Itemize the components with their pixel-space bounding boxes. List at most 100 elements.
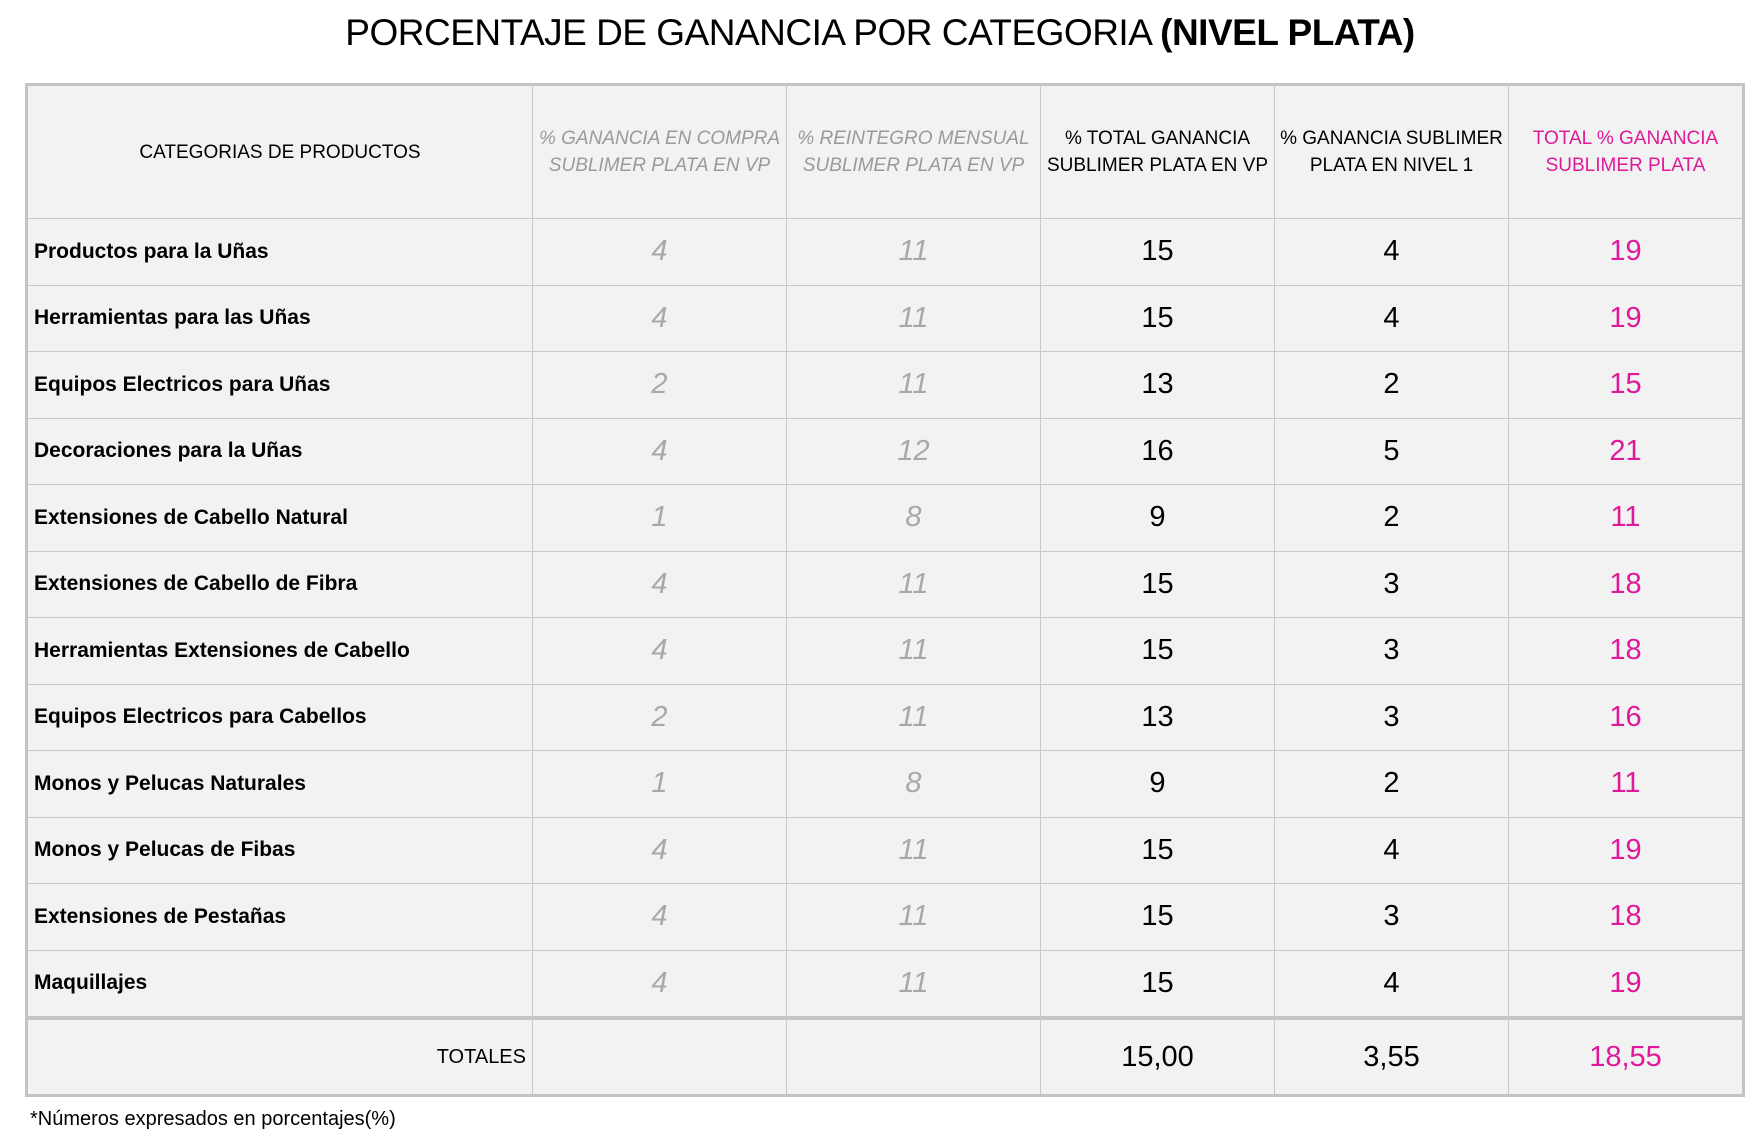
value-cell: 11 xyxy=(786,617,1041,685)
category-cell: Monos y Pelucas Naturales xyxy=(26,750,533,818)
category-cell: Extensiones de Cabello Natural xyxy=(26,484,533,552)
category-cell: Decoraciones para la Uñas xyxy=(26,417,533,485)
page-title: PORCENTAJE DE GANANCIA POR CATEGORIA (NI… xyxy=(0,12,1760,54)
title-text: PORCENTAJE DE GANANCIA POR CATEGORIA xyxy=(345,12,1151,53)
value-cell: 15 xyxy=(1040,218,1275,286)
column-header: % REINTEGRO MENSUAL SUBLIMER PLATA EN VP xyxy=(786,84,1041,219)
value-cell: 2 xyxy=(532,351,787,419)
value-cell: 11 xyxy=(786,816,1041,884)
total-value: 15,00 xyxy=(1040,1016,1275,1096)
value-cell: 15 xyxy=(1040,284,1275,352)
value-cell: 11 xyxy=(786,883,1041,951)
value-cell: 11 xyxy=(786,683,1041,751)
table-row: Herramientas para las Uñas 4 11 15 4 19 xyxy=(26,284,1744,352)
value-cell: 4 xyxy=(532,617,787,685)
value-cell: 4 xyxy=(532,816,787,884)
value-cell: 4 xyxy=(532,417,787,485)
totals-row: TOTALES 15,00 3,55 18,55 xyxy=(26,1016,1744,1096)
value-cell: 8 xyxy=(786,750,1041,818)
value-cell: 11 xyxy=(1508,484,1744,552)
value-cell: 15 xyxy=(1040,949,1275,1019)
column-header: % TOTAL GANANCIA SUBLIMER PLATA EN VP xyxy=(1040,84,1275,219)
table-row: Monos y Pelucas Naturales 1 8 9 2 11 xyxy=(26,750,1744,818)
category-cell: Extensiones de Cabello de Fibra xyxy=(26,550,533,618)
category-cell: Herramientas Extensiones de Cabello xyxy=(26,617,533,685)
table-row: Extensiones de Cabello de Fibra 4 11 15 3 18 xyxy=(26,550,1744,618)
value-cell: 4 xyxy=(532,883,787,951)
table-row: Maquillajes 4 11 15 4 19 xyxy=(26,949,1744,1019)
value-cell: 12 xyxy=(786,417,1041,485)
total-value xyxy=(786,1016,1041,1096)
total-value: 3,55 xyxy=(1274,1016,1509,1096)
value-cell: 4 xyxy=(1274,284,1509,352)
category-cell: Maquillajes xyxy=(26,949,533,1019)
category-cell: Herramientas para las Uñas xyxy=(26,284,533,352)
value-cell: 1 xyxy=(532,484,787,552)
value-cell: 5 xyxy=(1274,417,1509,485)
value-cell: 15 xyxy=(1040,550,1275,618)
table-row: Herramientas Extensiones de Cabello 4 11 15… xyxy=(26,617,1744,685)
column-header: CATEGORIAS DE PRODUCTOS xyxy=(26,84,533,219)
value-cell: 3 xyxy=(1274,617,1509,685)
value-cell: 19 xyxy=(1508,284,1744,352)
value-cell: 9 xyxy=(1040,484,1275,552)
category-cell: Extensiones de Pestañas xyxy=(26,883,533,951)
value-cell: 18 xyxy=(1508,617,1744,685)
value-cell: 11 xyxy=(786,550,1041,618)
value-cell: 8 xyxy=(786,484,1041,552)
value-cell: 4 xyxy=(1274,949,1509,1019)
table-row: Equipos Electricos para Cabellos 2 11 13 3 16 xyxy=(26,683,1744,751)
category-cell: Productos para la Uñas xyxy=(26,218,533,286)
table-row: Extensiones de Pestañas 4 11 15 3 18 xyxy=(26,883,1744,951)
value-cell: 15 xyxy=(1040,883,1275,951)
table-row: Extensiones de Cabello Natural 1 8 9 2 11 xyxy=(26,484,1744,552)
value-cell: 15 xyxy=(1508,351,1744,419)
value-cell: 19 xyxy=(1508,949,1744,1019)
header-row: CATEGORIAS DE PRODUCTOS% GANANCIA EN COM… xyxy=(26,84,1744,219)
value-cell: 2 xyxy=(1274,484,1509,552)
title-level: (NIVEL PLATA) xyxy=(1160,12,1415,53)
value-cell: 2 xyxy=(1274,750,1509,818)
value-cell: 11 xyxy=(786,949,1041,1019)
value-cell: 3 xyxy=(1274,683,1509,751)
value-cell: 4 xyxy=(532,550,787,618)
column-header: % GANANCIA EN COMPRA SUBLIMER PLATA EN V… xyxy=(532,84,787,219)
value-cell: 11 xyxy=(786,218,1041,286)
footnote: *Números expresados en porcentajes(%) xyxy=(30,1108,396,1130)
value-cell: 18 xyxy=(1508,883,1744,951)
table-row: Equipos Electricos para Uñas 2 11 13 2 15 xyxy=(26,351,1744,419)
value-cell: 15 xyxy=(1040,816,1275,884)
value-cell: 13 xyxy=(1040,351,1275,419)
value-cell: 2 xyxy=(532,683,787,751)
profit-table: CATEGORIAS DE PRODUCTOS% GANANCIA EN COM… xyxy=(25,83,1745,1097)
column-header: % GANANCIA SUBLIMER PLATA EN NIVEL 1 xyxy=(1274,84,1509,219)
value-cell: 16 xyxy=(1040,417,1275,485)
value-cell: 19 xyxy=(1508,218,1744,286)
value-cell: 4 xyxy=(532,218,787,286)
totals-label: TOTALES xyxy=(26,1016,533,1096)
value-cell: 15 xyxy=(1040,617,1275,685)
value-cell: 3 xyxy=(1274,883,1509,951)
value-cell: 13 xyxy=(1040,683,1275,751)
category-cell: Equipos Electricos para Cabellos xyxy=(26,683,533,751)
total-value xyxy=(532,1016,787,1096)
value-cell: 11 xyxy=(786,351,1041,419)
value-cell: 16 xyxy=(1508,683,1744,751)
value-cell: 4 xyxy=(532,949,787,1019)
table-row: Monos y Pelucas de Fibas 4 11 15 4 19 xyxy=(26,816,1744,884)
category-cell: Equipos Electricos para Uñas xyxy=(26,351,533,419)
value-cell: 4 xyxy=(532,284,787,352)
table-row: Decoraciones para la Uñas 4 12 16 5 21 xyxy=(26,417,1744,485)
value-cell: 11 xyxy=(1508,750,1744,818)
value-cell: 21 xyxy=(1508,417,1744,485)
value-cell: 1 xyxy=(532,750,787,818)
table-row: Productos para la Uñas 4 11 15 4 19 xyxy=(26,218,1744,286)
value-cell: 3 xyxy=(1274,550,1509,618)
value-cell: 18 xyxy=(1508,550,1744,618)
category-cell: Monos y Pelucas de Fibas xyxy=(26,816,533,884)
value-cell: 4 xyxy=(1274,816,1509,884)
value-cell: 9 xyxy=(1040,750,1275,818)
value-cell: 2 xyxy=(1274,351,1509,419)
value-cell: 4 xyxy=(1274,218,1509,286)
value-cell: 19 xyxy=(1508,816,1744,884)
